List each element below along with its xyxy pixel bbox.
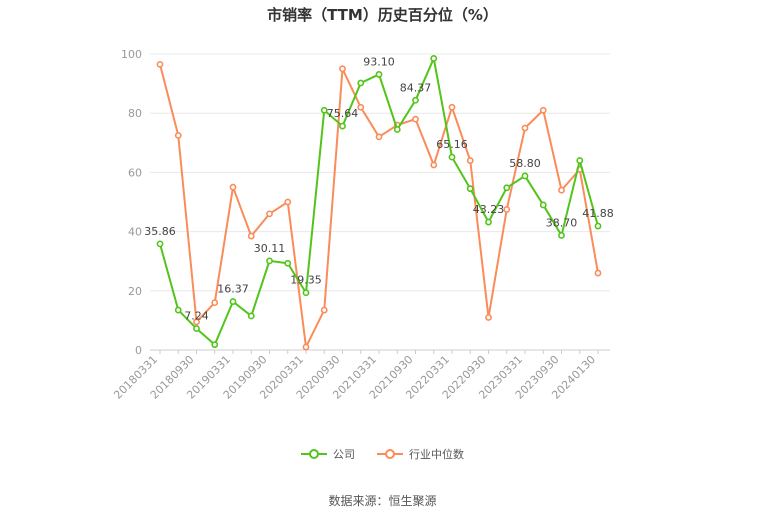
data-point [284,259,292,267]
data-point [247,312,255,320]
data-point [412,115,419,123]
data-point [193,325,200,332]
legend-item-industry[interactable]: 行业中位数 [377,446,464,462]
data-point [448,103,456,111]
axis: 0204060801002018033120180930201903312019… [111,48,599,402]
data-point [558,232,565,239]
data-point [247,232,255,240]
legend: 公司 行业中位数 [0,446,765,462]
series-line-1 [159,64,599,351]
data-point [539,201,547,209]
data-point [576,157,584,164]
data-point [302,343,310,351]
y-tick-label: 100 [121,48,142,61]
data-label: 19.35 [290,274,322,287]
data-point [266,257,273,265]
series-layer [156,55,602,351]
data-point [448,153,456,161]
data-point [156,60,164,68]
data-point [229,183,237,191]
series-line-0 [159,55,599,347]
data-point [211,299,219,307]
label-layer: 35.86 7.24 16.37 30.11 19.35 75.64 93.10 84.37 6… [144,55,614,322]
y-tick-label: 60 [128,166,142,179]
data-point [375,71,383,78]
data-point [284,198,292,206]
data-point [393,126,401,133]
data-point [485,314,492,321]
data-label: 38.70 [546,216,578,229]
y-tick-label: 80 [128,107,142,120]
data-point [485,218,492,226]
legend-industry-marker [377,449,403,459]
legend-company-marker [301,449,327,459]
data-label: 41.88 [582,207,614,220]
data-point [320,106,328,114]
data-point [430,55,438,62]
data-point [375,133,383,141]
data-label: 58.80 [509,157,541,170]
data-label: 30.11 [254,242,286,255]
data-label: 93.10 [363,55,395,68]
data-point [430,161,438,169]
data-label: 43.23 [473,203,505,216]
data-point [558,186,565,194]
legend-item-company[interactable]: 公司 [301,446,355,462]
data-point [466,185,474,193]
data-source: 数据来源：恒生聚源 [328,494,437,508]
data-point [339,122,346,130]
data-point [320,306,328,314]
data-point [466,157,474,164]
data-point [539,106,547,114]
data-point [211,341,219,349]
data-point [357,103,365,111]
data-point [521,124,529,132]
legend-label-company: 公司 [333,448,355,461]
data-point [594,222,602,230]
data-point [229,298,237,305]
data-point [156,240,164,248]
data-point [193,318,200,326]
data-point [503,184,511,192]
data-label: 65.16 [436,138,468,151]
chart-title: 市销率（TTM）历史百分位（%） [267,6,498,24]
legend-label-industry: 行业中位数 [409,448,464,461]
data-point [412,96,419,104]
data-point [503,205,511,213]
y-tick-label: 20 [128,285,142,298]
data-point [339,65,346,73]
data-point [594,269,602,277]
data-point [174,131,182,139]
y-tick-label: 0 [135,344,142,357]
data-label: 7.24 [184,310,209,323]
data-point [174,306,182,314]
data-point [521,172,529,180]
y-tick-label: 40 [128,226,142,239]
data-label: 75.64 [327,107,359,120]
data-point [266,210,273,218]
grid [150,53,610,351]
data-label: 84.37 [400,81,432,94]
data-label: 35.86 [144,225,176,238]
data-label: 16.37 [217,283,249,296]
data-point [302,289,310,297]
data-point [357,79,365,87]
